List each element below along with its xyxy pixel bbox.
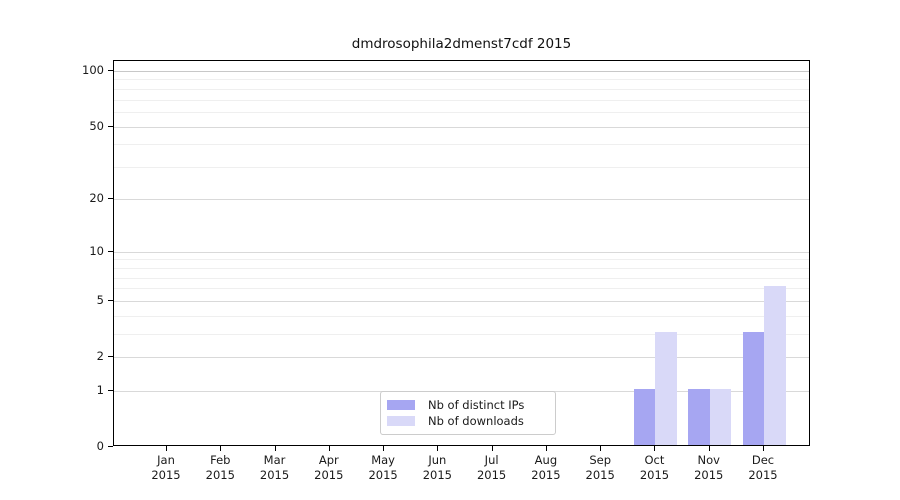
minor-gridline: [114, 79, 809, 81]
plot-area: Nb of distinct IPs Nb of downloads: [113, 60, 810, 446]
y-tick-mark: [108, 356, 113, 358]
x-tick-label: Oct 2015: [639, 453, 670, 482]
x-tick-label: Apr 2015: [314, 453, 344, 482]
y-tick-mark: [108, 250, 113, 252]
legend: Nb of distinct IPs Nb of downloads: [380, 391, 556, 435]
bar-distinct-ips: [742, 332, 764, 445]
x-tick-mark: [274, 446, 276, 451]
minor-gridline: [114, 259, 809, 261]
y-tick-mark: [108, 70, 113, 71]
x-tick-mark: [328, 446, 330, 451]
y-tick-mark: [108, 197, 113, 199]
x-tick-mark: [545, 446, 547, 451]
distinct-ips-swatch-icon: [387, 400, 415, 410]
x-tick-label: Mar 2015: [259, 453, 290, 482]
y-tick-label: 20: [89, 190, 104, 205]
minor-gridline: [114, 334, 809, 336]
major-gridline: [114, 126, 809, 128]
y-tick-mark: [108, 125, 113, 127]
minor-gridline: [114, 267, 809, 269]
major-gridline: [114, 251, 809, 253]
legend-row-distinct-ips: Nb of distinct IPs: [387, 397, 547, 413]
y-tick-label: 50: [89, 118, 104, 133]
major-gridline: [114, 71, 809, 72]
y-tick-label: 1: [96, 382, 104, 397]
minor-gridline: [114, 288, 809, 290]
x-tick-mark: [763, 446, 764, 451]
bar-downloads: [764, 286, 786, 445]
x-tick-label: Nov 2015: [694, 453, 724, 482]
y-tick-label: 10: [89, 243, 104, 258]
minor-gridline: [114, 277, 809, 279]
y-tick-mark: [108, 389, 113, 391]
downloads-swatch-icon: [387, 416, 415, 426]
minor-gridline: [114, 112, 809, 114]
x-tick-mark: [166, 446, 167, 451]
x-tick-mark: [708, 446, 710, 451]
x-tick-label: Jun 2015: [422, 453, 452, 482]
major-gridline: [114, 357, 809, 359]
x-tick-mark: [654, 446, 656, 451]
bar-downloads: [709, 388, 732, 445]
major-gridline: [114, 198, 809, 200]
x-tick-label: Dec 2015: [748, 453, 778, 482]
x-tick-label: Jul 2015: [476, 453, 507, 482]
major-gridline: [114, 301, 809, 303]
x-tick-mark: [491, 446, 493, 451]
x-tick-label: Aug 2015: [531, 453, 561, 482]
x-tick-label: May 2015: [368, 453, 398, 482]
y-tick-label: 2: [96, 349, 104, 364]
minor-gridline: [114, 99, 809, 101]
y-tick-label: 5: [96, 293, 104, 308]
chart-title: dmdrosophila2dmenst7cdf 2015: [351, 36, 572, 52]
x-tick-mark: [220, 446, 222, 451]
x-tick-label: Sep 2015: [585, 453, 615, 482]
x-tick-mark: [383, 446, 385, 451]
y-tick-label: 0: [96, 439, 104, 453]
y-tick-mark: [108, 300, 113, 302]
y-tick-label: 100: [82, 63, 104, 77]
legend-label-distinct-ips: Nb of distinct IPs: [428, 398, 525, 412]
bar-downloads: [655, 332, 677, 445]
legend-label-downloads: Nb of downloads: [428, 414, 524, 428]
x-tick-mark: [600, 446, 602, 451]
y-tick-mark: [108, 446, 113, 447]
bar-distinct-ips: [688, 388, 710, 445]
x-tick-mark: [437, 446, 439, 451]
bar-distinct-ips: [633, 388, 656, 445]
legend-row-downloads: Nb of downloads: [387, 413, 547, 429]
minor-gridline: [114, 167, 809, 169]
x-tick-label: Jan 2015: [151, 453, 181, 482]
x-tick-label: Feb 2015: [205, 453, 235, 482]
minor-gridline: [114, 88, 809, 90]
minor-gridline: [114, 315, 809, 317]
minor-gridline: [114, 144, 809, 146]
